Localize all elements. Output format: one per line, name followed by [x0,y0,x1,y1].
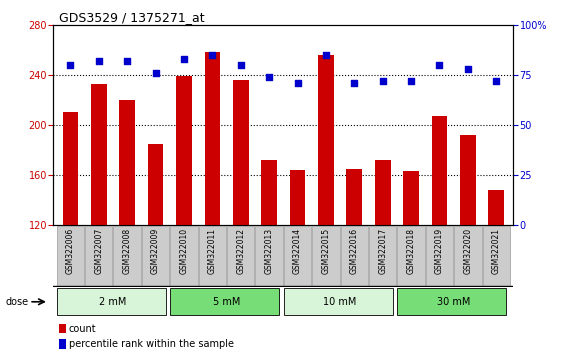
Bar [176,76,192,225]
FancyBboxPatch shape [397,226,425,285]
Bar [119,100,135,225]
Point [66,62,75,68]
Text: GSM322006: GSM322006 [66,228,75,274]
FancyBboxPatch shape [171,226,197,285]
Point [435,62,444,68]
Text: 5 mM: 5 mM [213,297,240,307]
Text: GSM322017: GSM322017 [378,228,387,274]
Bar [59,339,66,349]
FancyBboxPatch shape [482,226,510,285]
Bar [318,55,334,225]
FancyBboxPatch shape [85,226,112,285]
Text: count: count [68,324,96,333]
Point [94,58,103,64]
Text: GSM322015: GSM322015 [321,228,330,274]
FancyBboxPatch shape [142,226,169,285]
Bar [289,170,305,225]
Point [236,62,245,68]
Point [208,52,217,58]
FancyBboxPatch shape [369,226,396,285]
Point [151,70,160,76]
Point [407,78,416,84]
Text: GSM322007: GSM322007 [94,228,103,274]
Point [350,80,359,86]
Text: GSM322019: GSM322019 [435,228,444,274]
Bar [148,143,163,225]
Text: GSM322013: GSM322013 [265,228,274,274]
FancyBboxPatch shape [171,288,279,315]
Text: 10 mM: 10 mM [323,297,357,307]
Text: dose: dose [6,297,29,307]
Text: GSM322009: GSM322009 [151,228,160,274]
FancyBboxPatch shape [255,226,283,285]
Text: GSM322016: GSM322016 [350,228,359,274]
Bar [233,80,249,225]
Bar [205,52,220,225]
Text: GSM322008: GSM322008 [123,228,132,274]
Text: 2 mM: 2 mM [99,297,127,307]
Point [180,56,188,62]
Point [492,78,501,84]
Text: 30 mM: 30 mM [437,297,470,307]
Bar [59,324,66,333]
FancyBboxPatch shape [312,226,339,285]
FancyBboxPatch shape [57,288,165,315]
Bar [261,160,277,225]
Text: GSM322010: GSM322010 [180,228,188,274]
Text: percentile rank within the sample: percentile rank within the sample [68,339,234,349]
Bar [375,160,390,225]
Text: GSM322018: GSM322018 [407,228,416,274]
FancyBboxPatch shape [397,288,507,315]
FancyBboxPatch shape [227,226,254,285]
FancyBboxPatch shape [284,288,393,315]
Point [265,74,274,80]
Text: GSM322011: GSM322011 [208,228,217,274]
Text: GDS3529 / 1375271_at: GDS3529 / 1375271_at [59,11,205,24]
FancyBboxPatch shape [113,226,141,285]
Bar [62,112,78,225]
Point [123,58,132,64]
Bar [489,190,504,225]
Point [463,66,472,72]
FancyBboxPatch shape [199,226,226,285]
Text: GSM322014: GSM322014 [293,228,302,274]
Point [378,78,387,84]
Point [293,80,302,86]
Point [321,52,330,58]
FancyBboxPatch shape [341,226,368,285]
Bar [403,171,419,225]
Bar [91,84,107,225]
FancyBboxPatch shape [284,226,311,285]
Text: GSM322012: GSM322012 [236,228,245,274]
Text: GSM322021: GSM322021 [492,228,501,274]
Bar [347,169,362,225]
FancyBboxPatch shape [426,226,453,285]
FancyBboxPatch shape [57,226,84,285]
Bar [431,116,447,225]
FancyBboxPatch shape [454,226,481,285]
Text: GSM322020: GSM322020 [463,228,472,274]
Bar [460,135,476,225]
